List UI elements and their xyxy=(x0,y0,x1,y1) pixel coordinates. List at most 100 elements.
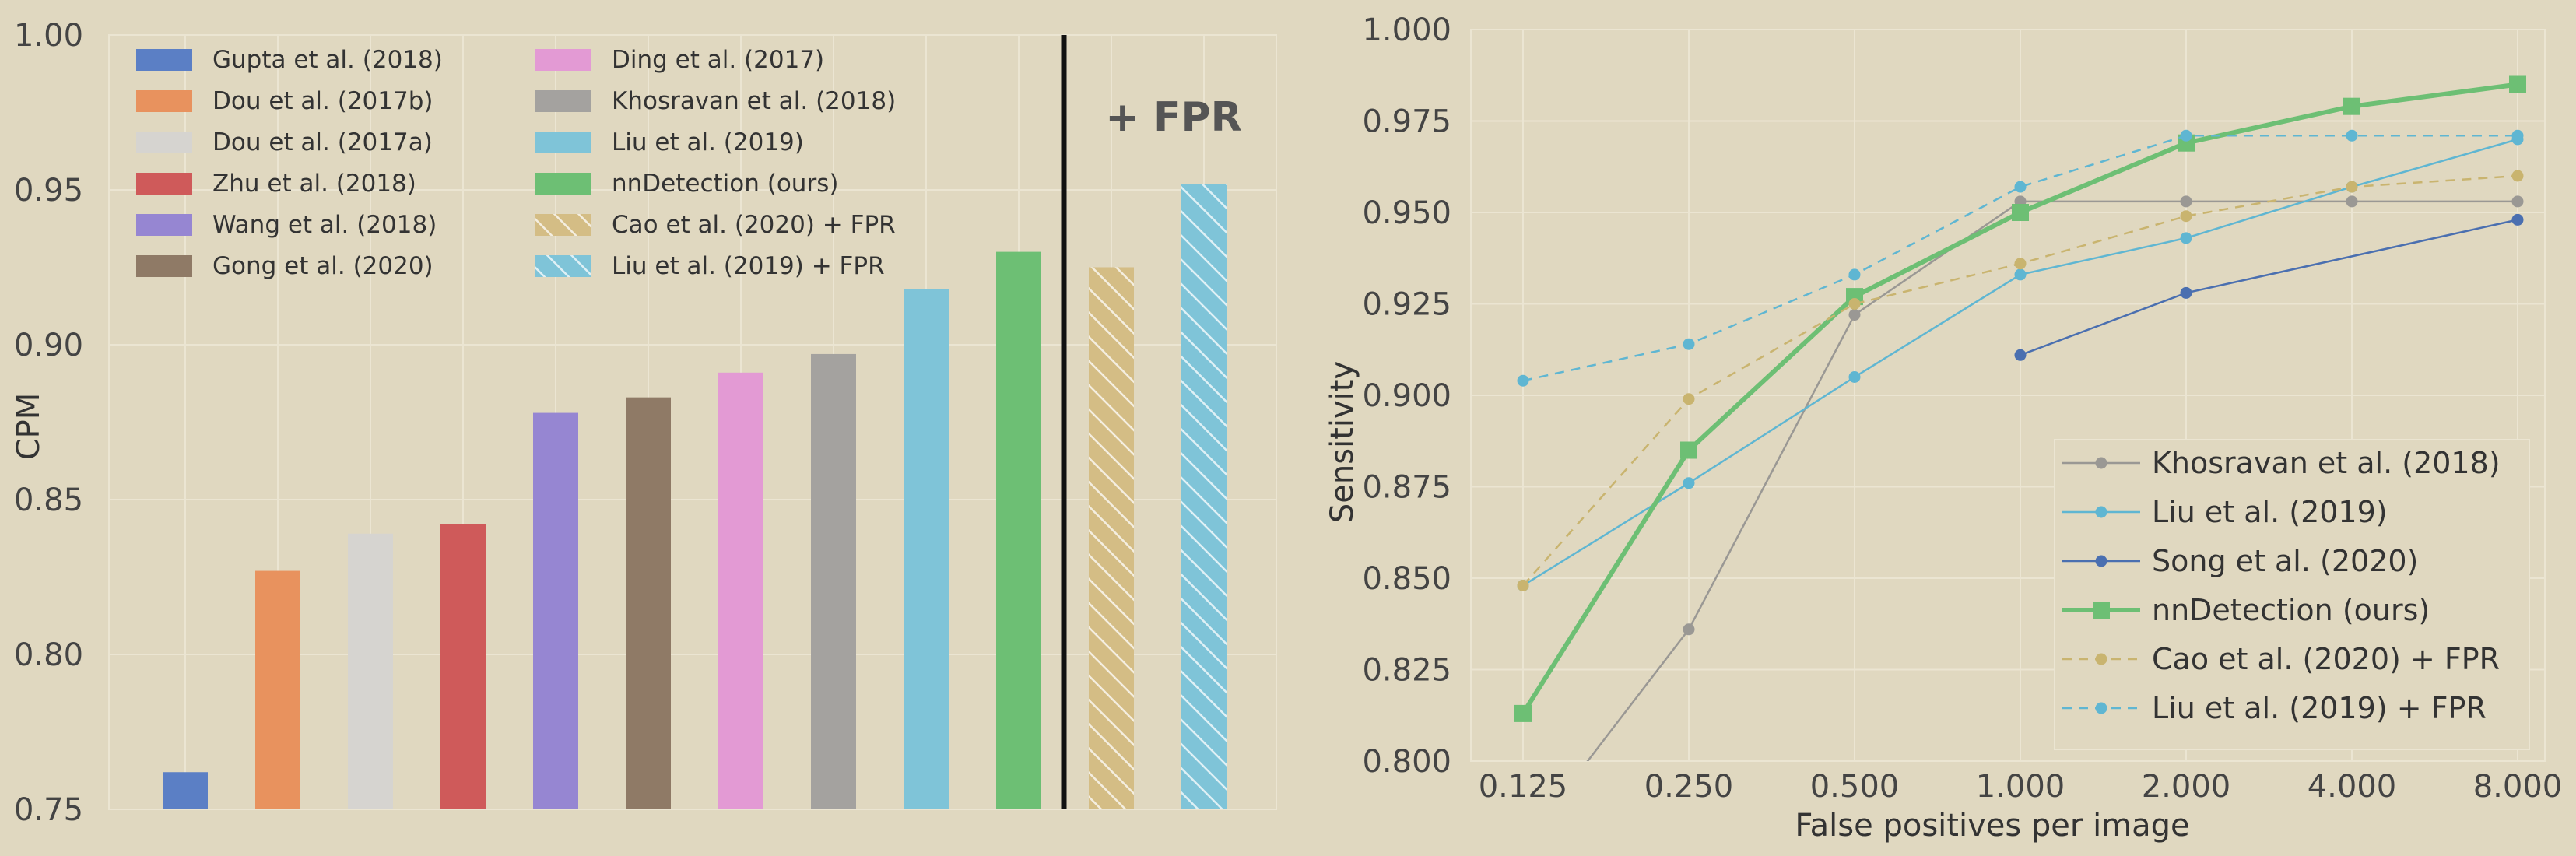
y-tick-label: 0.80 xyxy=(14,637,83,673)
x-tick-label: 0.250 xyxy=(1644,769,1734,805)
y-tick-label: 0.85 xyxy=(14,482,83,518)
legend-label-dou-et-al-2017b: Dou et al. (2017b) xyxy=(212,87,433,115)
legend-label-gupta-et-al-2018: Gupta et al. (2018) xyxy=(212,46,443,74)
legend-swatch-gong-et-al-2020 xyxy=(136,255,192,277)
legend-label-liu-et-al-2019-fpr: Liu et al. (2019) + FPR xyxy=(2152,691,2487,725)
x-axis-label: False positives per image xyxy=(1795,808,2189,844)
x-tick-label: 2.000 xyxy=(2142,769,2231,805)
line-chart-froc: 0.800 0.825 0.850 0.875 0.900 0.925 0.950 0.975… xyxy=(1325,12,2563,844)
legend-marker xyxy=(2093,602,2110,619)
data-point-nndetection-ours xyxy=(2012,204,2029,221)
bar-dou-et-al-2017a xyxy=(348,533,393,809)
y-tick-label: 0.900 xyxy=(1362,378,1451,414)
legend-marker xyxy=(2095,555,2107,567)
y-tick-label: 0.90 xyxy=(14,328,83,363)
legend-label-khosravan-et-al-2018: Khosravan et al. (2018) xyxy=(612,87,896,115)
data-point-cao-et-al-2020-fpr xyxy=(2346,181,2358,193)
x-tick-label: 1.000 xyxy=(1976,769,2065,805)
legend-label-cao-et-al-2020-fpr: Cao et al. (2020) + FPR xyxy=(2152,642,2500,676)
data-point-khosravan-et-al-2018 xyxy=(1683,623,1695,636)
y-tick-label: 0.875 xyxy=(1362,470,1451,506)
bar-liu-et-al-2019 xyxy=(904,289,949,809)
legend-swatch-wang-et-al-2018 xyxy=(136,214,192,236)
legend-marker xyxy=(2095,653,2107,665)
legend-swatch-gupta-et-al-2018 xyxy=(136,49,192,71)
fpr-annotation: + FPR xyxy=(1105,94,1241,141)
data-point-nndetection-ours xyxy=(1514,704,1532,722)
data-point-liu-et-al-2019 xyxy=(1683,477,1695,489)
bar-wang-et-al-2018 xyxy=(533,412,578,809)
data-point-liu-et-al-2019-fpr xyxy=(2346,129,2358,142)
plot-frame xyxy=(1470,29,2546,762)
x-tick-label: 0.125 xyxy=(1479,769,1568,805)
bar-nndetection-ours xyxy=(996,251,1041,810)
data-point-cao-et-al-2020-fpr xyxy=(1517,579,1529,591)
data-point-liu-et-al-2019-fpr xyxy=(1683,338,1695,350)
data-point-liu-et-al-2019 xyxy=(2180,232,2192,244)
bar-khosravan-et-al-2018 xyxy=(811,353,856,809)
data-point-liu-et-al-2019-fpr xyxy=(1517,374,1529,387)
legend-label-cao-et-al-2020-fpr: Cao et al. (2020) + FPR xyxy=(612,211,896,239)
data-point-khosravan-et-al-2018 xyxy=(2180,195,2192,208)
data-point-nndetection-ours xyxy=(1680,441,1697,459)
y-axis-label: CPM xyxy=(11,393,47,461)
legend-label-song-et-al-2020: Song et al. (2020) xyxy=(2152,544,2418,578)
data-point-song-et-al-2020 xyxy=(2180,286,2192,299)
data-point-khosravan-et-al-2018 xyxy=(2511,195,2524,208)
series-line-song-et-al-2020 xyxy=(2020,219,2518,356)
y-tick-label: 0.850 xyxy=(1362,561,1451,597)
legend-box xyxy=(2054,439,2530,750)
y-tick-label: 0.825 xyxy=(1362,653,1451,689)
bar-gupta-et-al-2018 xyxy=(163,772,208,809)
data-point-cao-et-al-2020-fpr xyxy=(2511,170,2524,182)
legend-swatch-liu-et-al-2019 xyxy=(535,132,591,153)
bar-dou-et-al-2017b xyxy=(255,570,300,809)
data-point-liu-et-al-2019 xyxy=(1848,371,1861,383)
legend-label-liu-et-al-2019: Liu et al. (2019) xyxy=(2152,495,2388,529)
legend-label-ding-et-al-2017: Ding et al. (2017) xyxy=(612,46,824,74)
data-point-nndetection-ours xyxy=(2343,97,2360,115)
legend-label-gong-et-al-2020: Gong et al. (2020) xyxy=(212,252,433,280)
x-tick-label: 4.000 xyxy=(2308,769,2397,805)
legend-label-wang-et-al-2018: Wang et al. (2018) xyxy=(212,211,437,239)
legend-label-khosravan-et-al-2018: Khosravan et al. (2018) xyxy=(2152,446,2501,480)
y-tick-label: 0.95 xyxy=(14,173,83,209)
bar-hatch-cao-et-al-2020-fpr xyxy=(1089,267,1134,809)
x-tick-label: 0.500 xyxy=(1810,769,1900,805)
legend-marker xyxy=(2095,457,2107,469)
y-tick-label: 0.975 xyxy=(1362,104,1451,140)
data-point-song-et-al-2020 xyxy=(2014,349,2027,361)
legend-swatch-khosravan-et-al-2018 xyxy=(535,90,591,112)
data-point-liu-et-al-2019-fpr xyxy=(1848,268,1861,281)
legend-label-nndetection-ours: nnDetection (ours) xyxy=(2152,593,2430,627)
legend-swatch-dou-et-al-2017a xyxy=(136,132,192,153)
data-point-cao-et-al-2020-fpr xyxy=(1848,298,1861,310)
legend-label-zhu-et-al-2018: Zhu et al. (2018) xyxy=(212,170,416,198)
legend-swatch-dou-et-al-2017b xyxy=(136,90,192,112)
legend-swatch-zhu-et-al-2018 xyxy=(136,173,192,195)
data-point-khosravan-et-al-2018 xyxy=(1848,309,1861,321)
y-tick-label: 0.950 xyxy=(1362,195,1451,231)
bar-chart-cpm: 0.75 0.80 0.85 0.90 0.95 1.00 CPM + FPR Gupta et… xyxy=(11,18,1277,828)
legend-label-nndetection-ours: nnDetection (ours) xyxy=(612,170,838,198)
legend-label-dou-et-al-2017a: Dou et al. (2017a) xyxy=(212,128,433,156)
bar-gong-et-al-2020 xyxy=(626,397,671,809)
bar-zhu-et-al-2018 xyxy=(440,524,486,809)
legend-swatch-ding-et-al-2017 xyxy=(535,49,591,71)
y-axis-label: Sensitivity xyxy=(1325,361,1360,523)
legend-marker xyxy=(2095,506,2107,518)
y-tick-label: 1.000 xyxy=(1362,12,1451,48)
legend-label-liu-et-al-2019: Liu et al. (2019) xyxy=(612,128,804,156)
data-point-cao-et-al-2020-fpr xyxy=(1683,393,1695,405)
data-point-song-et-al-2020 xyxy=(2511,213,2524,226)
x-tick-label: 8.000 xyxy=(2473,769,2563,805)
y-tick-label: 0.75 xyxy=(14,792,83,828)
legend-swatch-nndetection-ours xyxy=(535,173,591,195)
data-point-liu-et-al-2019-fpr xyxy=(2511,129,2524,142)
y-tick-label: 0.800 xyxy=(1362,744,1451,780)
y-tick-label: 0.925 xyxy=(1362,287,1451,323)
data-point-nndetection-ours xyxy=(2509,75,2526,93)
y-tick-label: 1.00 xyxy=(14,18,83,54)
data-point-liu-et-al-2019 xyxy=(2014,268,2027,281)
